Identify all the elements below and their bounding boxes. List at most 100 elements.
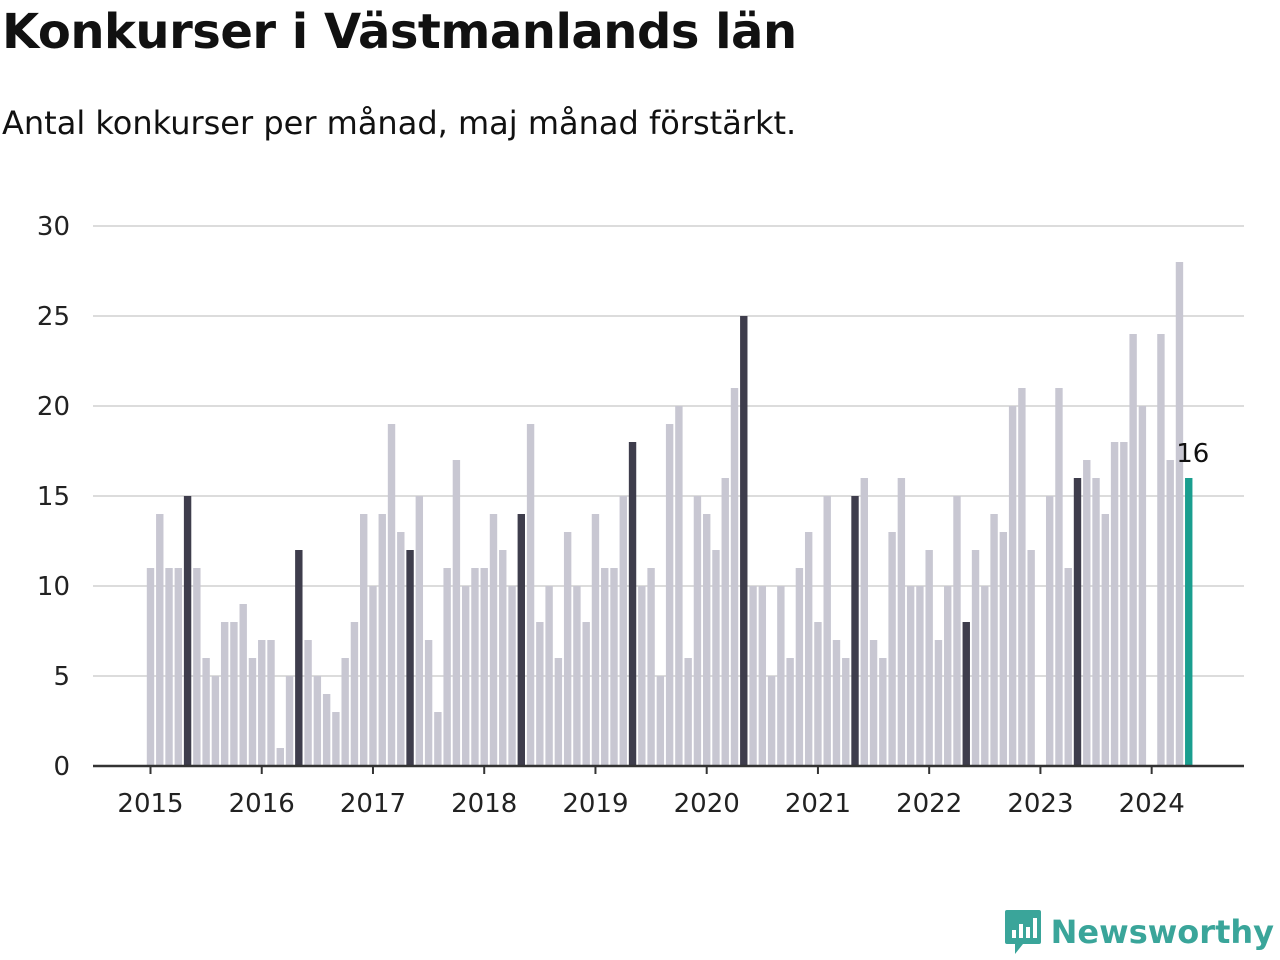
bar: [480, 568, 488, 766]
bar: [601, 568, 609, 766]
bar: [1138, 406, 1147, 766]
bar: [499, 550, 507, 766]
bar: [981, 586, 989, 766]
bar: [1008, 406, 1017, 766]
bar: [211, 676, 220, 766]
bar: [934, 640, 943, 766]
bar: [424, 640, 433, 766]
y-tick-label: 15: [37, 482, 70, 512]
bar: [1157, 334, 1165, 766]
bar: [814, 622, 822, 766]
x-tick-label: 2017: [340, 789, 406, 819]
bar: [276, 748, 284, 766]
bar: [397, 532, 405, 766]
bar: [869, 640, 878, 766]
bar: [322, 694, 331, 766]
bar: [526, 424, 535, 766]
bar: [360, 514, 368, 766]
y-tick-label: 20: [37, 392, 70, 422]
bar: [1083, 460, 1091, 766]
bar: [721, 478, 729, 766]
bar: [1175, 262, 1184, 766]
bar: [1166, 460, 1174, 766]
bar: [749, 586, 757, 766]
bar: [628, 442, 637, 766]
chart-subtitle: Antal konkurser per månad, maj månad för…: [2, 104, 797, 142]
y-tick-label: 25: [37, 302, 70, 332]
bar: [582, 622, 590, 766]
bar: [647, 568, 655, 766]
bar: [851, 496, 859, 766]
bar: [563, 532, 572, 766]
bar: [1018, 388, 1026, 766]
bar: [990, 514, 998, 766]
bar: [193, 568, 201, 766]
bar: [508, 586, 516, 766]
bar: [183, 496, 192, 766]
bar: [916, 586, 924, 766]
bar: [842, 658, 850, 766]
bar: [313, 676, 322, 766]
x-tick-label: 2020: [674, 789, 740, 819]
bar: [944, 586, 952, 766]
bar: [1027, 550, 1035, 766]
bar: [860, 478, 868, 766]
x-tick-label: 2023: [1007, 789, 1073, 819]
bar: [591, 514, 600, 766]
bar: [554, 658, 563, 766]
bar: [267, 640, 275, 766]
bar: [879, 658, 887, 766]
x-tick-label: 2016: [229, 789, 295, 819]
bar: [684, 658, 692, 766]
bar: [387, 424, 396, 766]
y-tick-label: 10: [37, 572, 70, 602]
bar: [295, 550, 303, 766]
x-tick-label: 2021: [785, 789, 851, 819]
bar: [693, 496, 702, 766]
bar: [925, 550, 933, 766]
bar: [906, 586, 915, 766]
bar: [220, 622, 229, 766]
bar: [573, 586, 581, 766]
x-tick-label: 2024: [1119, 789, 1185, 819]
bar: [777, 586, 785, 766]
brand-name: Newsworthy: [1050, 913, 1274, 951]
bar: [1045, 496, 1054, 766]
bar: [1073, 478, 1082, 766]
bar: [1101, 514, 1110, 766]
x-tick-label: 2015: [117, 789, 183, 819]
bar: [804, 532, 813, 766]
brand-logo: Newsworthy: [1003, 908, 1274, 956]
bar: [832, 640, 841, 766]
bar: [443, 568, 451, 766]
bar: [888, 532, 896, 766]
bar: [1064, 568, 1072, 766]
bar: [174, 568, 183, 766]
bar: [258, 640, 266, 766]
bar: [239, 604, 247, 766]
y-tick-label: 30: [37, 212, 70, 242]
bar: [489, 514, 498, 766]
bar: [350, 622, 359, 766]
bar: [703, 514, 711, 766]
bar: [795, 568, 804, 766]
bar: [610, 568, 618, 766]
bar: [332, 712, 340, 766]
bar: [962, 622, 970, 766]
bar: [619, 496, 627, 766]
bar: [675, 406, 683, 766]
x-tick-label: 2019: [562, 789, 628, 819]
bar: [740, 316, 748, 766]
x-tick-label: 2022: [896, 789, 962, 819]
bar: [953, 496, 961, 766]
bar: [1055, 388, 1063, 766]
bar: [369, 586, 377, 766]
bar: [638, 586, 646, 766]
bar: [146, 568, 155, 766]
bar: [452, 460, 461, 766]
bar: [230, 622, 238, 766]
bar: [712, 550, 720, 766]
bar: [434, 712, 442, 766]
y-tick-label: 5: [53, 662, 70, 692]
